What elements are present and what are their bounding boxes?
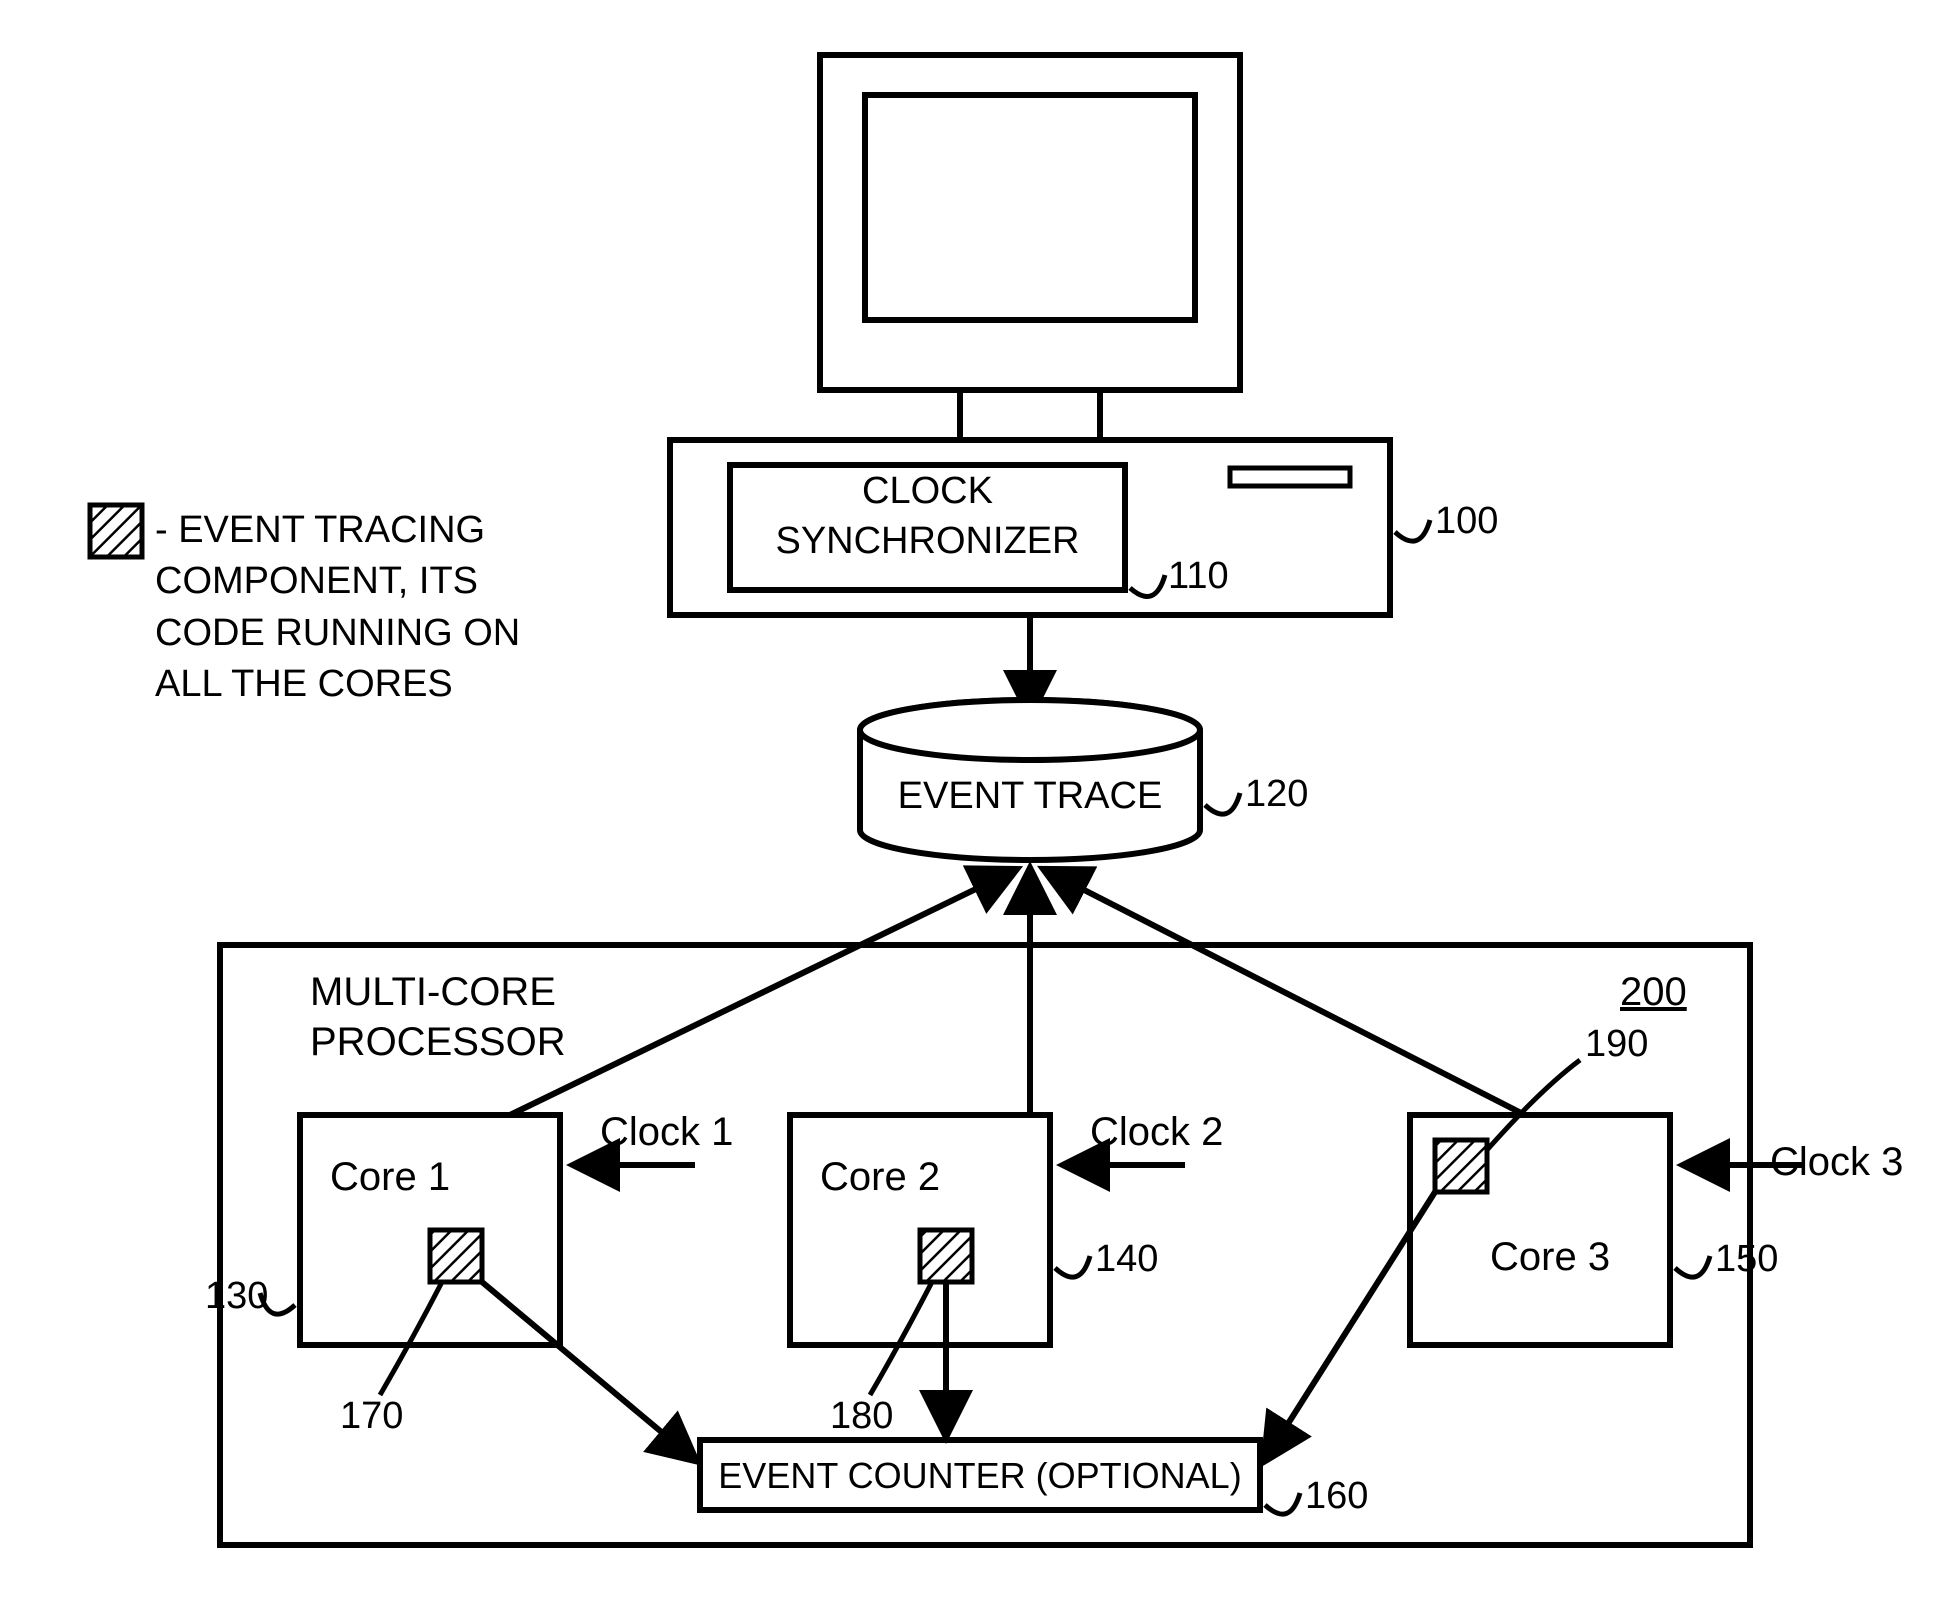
processor-title-1: MULTI-CORE bbox=[310, 970, 556, 1015]
core3-label: Core 3 bbox=[1490, 1235, 1610, 1280]
core1-label: Core 1 bbox=[330, 1155, 450, 1200]
legend-text: - EVENT TRACING COMPONENT, ITS CODE RUNN… bbox=[155, 505, 575, 710]
ref-140: 140 bbox=[1095, 1238, 1158, 1281]
ref-190: 190 bbox=[1585, 1023, 1648, 1066]
ref-180: 180 bbox=[830, 1395, 893, 1438]
ref-130: 130 bbox=[205, 1275, 268, 1318]
clock2-label: Clock 2 bbox=[1090, 1110, 1223, 1155]
ref-100: 100 bbox=[1435, 500, 1498, 543]
core2-label: Core 2 bbox=[820, 1155, 940, 1200]
processor-title-2: PROCESSOR bbox=[310, 1020, 566, 1065]
ref-200: 200 bbox=[1620, 970, 1687, 1015]
clock1-label: Clock 1 bbox=[600, 1110, 733, 1155]
ref-110: 110 bbox=[1168, 555, 1229, 598]
clock-sync-label2: SYNCHRONIZER bbox=[730, 520, 1125, 563]
ref-160: 160 bbox=[1305, 1475, 1368, 1518]
ref-170: 170 bbox=[340, 1395, 403, 1438]
ref-150: 150 bbox=[1715, 1238, 1778, 1281]
event-trace-label: EVENT TRACE bbox=[860, 775, 1200, 818]
ref-120: 120 bbox=[1245, 773, 1308, 816]
clock-sync-label: CLOCK bbox=[730, 470, 1125, 513]
event-counter-label: EVENT COUNTER (OPTIONAL) bbox=[700, 1455, 1260, 1497]
clock3-label: Clock 3 bbox=[1770, 1140, 1903, 1185]
